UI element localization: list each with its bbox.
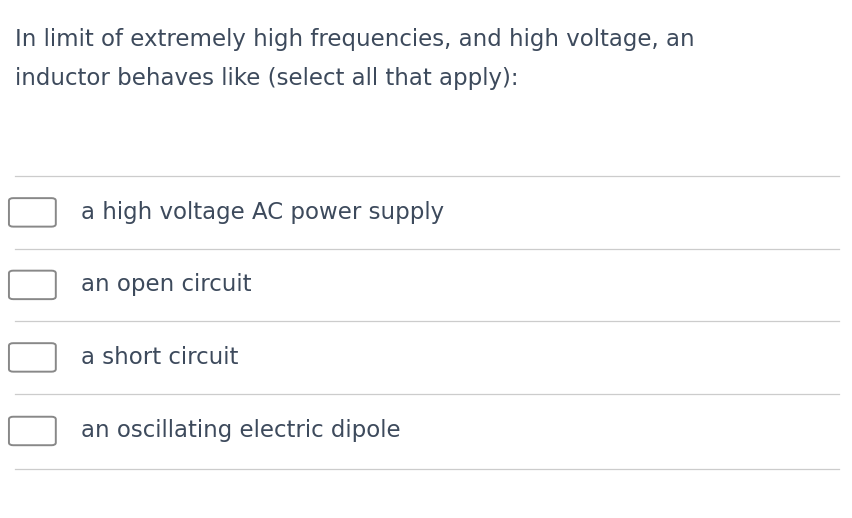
Text: an open circuit: an open circuit: [81, 274, 251, 296]
Text: an oscillating electric dipole: an oscillating electric dipole: [81, 420, 400, 442]
FancyBboxPatch shape: [9, 198, 56, 227]
Text: In limit of extremely high frequencies, and high voltage, an: In limit of extremely high frequencies, …: [15, 28, 695, 51]
Text: inductor behaves like (select all that apply):: inductor behaves like (select all that a…: [15, 67, 519, 90]
FancyBboxPatch shape: [9, 343, 56, 372]
FancyBboxPatch shape: [9, 416, 56, 445]
Text: a short circuit: a short circuit: [81, 346, 239, 369]
FancyBboxPatch shape: [9, 270, 56, 299]
Text: a high voltage AC power supply: a high voltage AC power supply: [81, 201, 444, 224]
